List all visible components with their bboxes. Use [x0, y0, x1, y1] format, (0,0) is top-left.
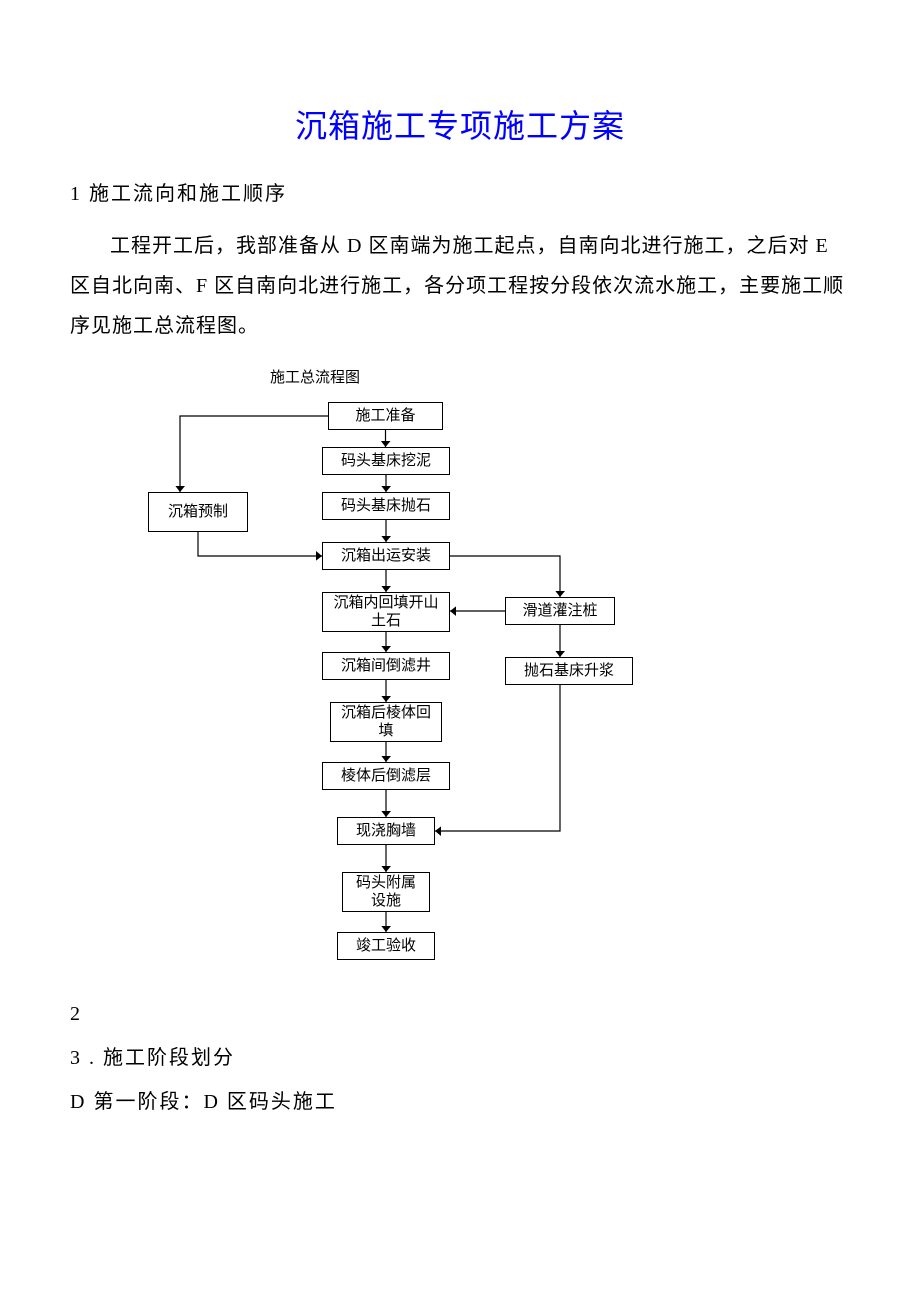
- flowchart-node-fill: 沉箱内回填开山土石: [322, 592, 450, 632]
- flowchart-node-prep: 施工准备: [328, 402, 443, 430]
- flowchart-container: 施工准备码头基床挖泥码头基床抛石 沉箱预制沉箱出运安装沉箱内回填开山土石 滑道灌注桩…: [130, 402, 690, 1022]
- flowchart-node-wall: 现浇胸墙: [337, 817, 435, 845]
- flowchart-node-filter2: 棱体后倒滤层: [322, 762, 450, 790]
- flowchart-node-backfill: 沉箱后棱体回填: [330, 702, 442, 742]
- section-3-heading: 3 . 施工阶段划分: [70, 1036, 850, 1080]
- flowchart-node-accept: 竣工验收: [337, 932, 435, 960]
- flowchart-node-install: 沉箱出运安装: [322, 542, 450, 570]
- flowchart-caption: 施工总流程图: [70, 366, 850, 387]
- flowchart-node-rubble: 码头基床抛石: [322, 492, 450, 520]
- flowchart-node-grout: 抛石基床升浆: [505, 657, 633, 685]
- section-1-heading: 1 施工流向和施工顺序: [70, 177, 850, 206]
- document-page: 沉箱施工专项施工方案 1 施工流向和施工顺序 工程开工后，我部准备从 D 区南端…: [0, 0, 920, 1164]
- stage-1-line: D 第一阶段：D 区码头施工: [70, 1080, 850, 1124]
- flowchart-node-pile: 滑道灌注桩: [505, 597, 615, 625]
- flowchart-node-dredge: 码头基床挖泥: [322, 447, 450, 475]
- flowchart-node-precast: 沉箱预制: [148, 492, 248, 532]
- flowchart-node-aux: 码头附属设施: [342, 872, 430, 912]
- flowchart-node-filter1: 沉箱间倒滤井: [322, 652, 450, 680]
- document-title: 沉箱施工专项施工方案: [70, 101, 850, 147]
- paragraph-1: 工程开工后，我部准备从 D 区南端为施工起点，自南向北进行施工，之后对 E 区自…: [70, 226, 850, 346]
